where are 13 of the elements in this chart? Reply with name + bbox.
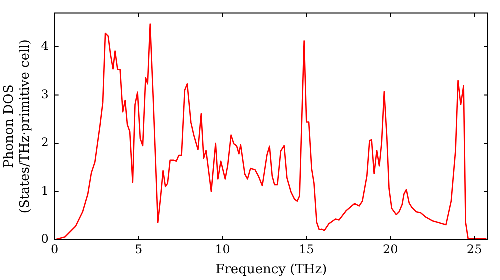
y-tick-label: 0: [41, 232, 49, 246]
x-tick-label: 10: [215, 242, 230, 256]
y-axis-title: Phonon DOS (States/THz·primitive cell): [2, 40, 33, 214]
x-tick-label: 20: [382, 242, 398, 256]
x-tick-label: 0: [51, 242, 59, 256]
y-tick-label: 2: [41, 136, 49, 150]
x-axis-title: Frequency (THz): [216, 262, 328, 278]
x-tick-label: 15: [299, 242, 314, 256]
y-tick-label: 4: [41, 39, 50, 54]
y-tick-label: 1: [41, 184, 49, 198]
x-tick-label: 25: [466, 242, 482, 256]
x-tick-label: 5: [134, 242, 143, 256]
y-tick-label: 3: [41, 87, 49, 102]
